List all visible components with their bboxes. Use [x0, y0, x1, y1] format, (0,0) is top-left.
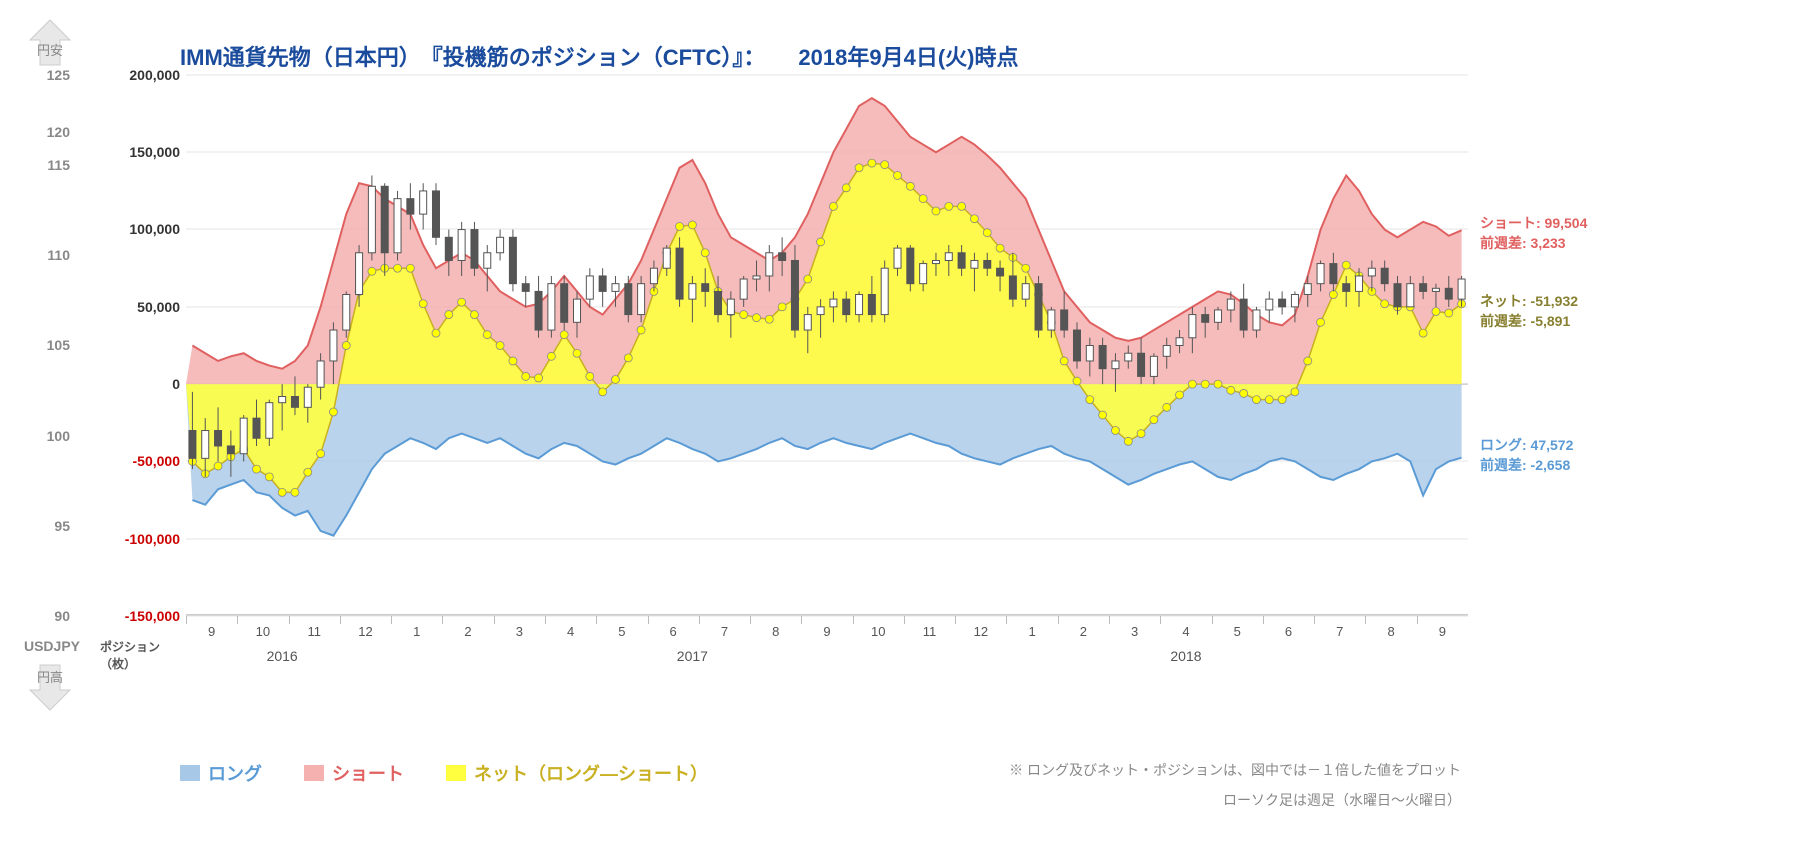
- arrow-yen-strong-icon: 円高: [20, 655, 80, 715]
- svg-text:円安: 円安: [37, 43, 63, 58]
- chart-title: IMM通貨先物（日本円） 『投機筋のポジション（CFTC）』： 2018年9月4…: [180, 40, 1018, 72]
- chart-container: IMM通貨先物（日本円） 『投機筋のポジション（CFTC）』： 2018年9月4…: [0, 0, 1801, 847]
- y-left-axis-label: USDJPY: [10, 638, 80, 654]
- annotation-long: ロング: 47,572前週差: -2,658: [1480, 436, 1573, 475]
- y-right-axis-label: ポジション（枚）: [100, 638, 185, 672]
- annotation-short: ショート: 99,504前週差: 3,233: [1480, 214, 1587, 253]
- arrow-yen-weak-icon: 円安: [20, 15, 80, 75]
- footnote-2: ローソク足は週足（水曜日～火曜日）: [1223, 790, 1461, 810]
- svg-text:円高: 円高: [37, 670, 63, 685]
- chart-plot-area: [186, 75, 1468, 616]
- footnote-1: ※ ロング及びネット・ポジションは、図中では－１倍した値をプロット: [1009, 760, 1461, 780]
- annotation-net: ネット: -51,932前週差: -5,891: [1480, 292, 1578, 331]
